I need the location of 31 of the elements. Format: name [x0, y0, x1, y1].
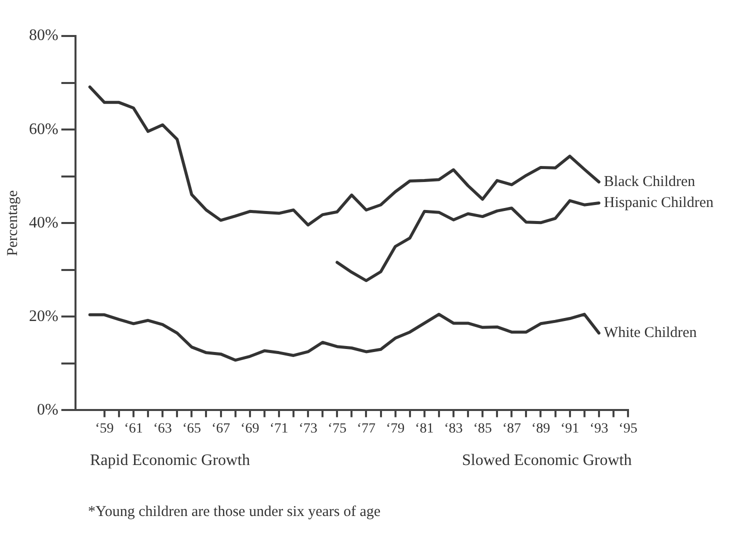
x-tick-label: ‘93 [590, 421, 608, 436]
x-tick-label: ‘71 [270, 421, 288, 436]
x-tick-label: ‘67 [211, 421, 230, 436]
series-label: Black Children [604, 174, 696, 190]
text: Slowed Economic Growth [462, 452, 632, 470]
y-tick-label: 0% [37, 401, 58, 418]
x-tick-label: ‘87 [502, 421, 521, 436]
x-tick-label: ‘59 [95, 421, 114, 436]
y-tick-label: 40% [29, 214, 58, 232]
x-tick-label: ‘89 [531, 421, 550, 436]
y-tick-label: 20% [29, 308, 58, 325]
x-tick-label: ‘65 [182, 421, 202, 436]
x-tick-label: ‘77 [356, 421, 376, 436]
x-tick-label: ‘69 [240, 421, 260, 436]
series-label: White Children [604, 324, 698, 341]
y-axis-title: Percentage [4, 190, 21, 256]
text: *Young children are those under six years of age [88, 504, 381, 521]
x-tick-label: ‘81 [415, 421, 434, 436]
y-tick-label: 80% [29, 27, 58, 44]
series-label: Hispanic Children [604, 194, 714, 211]
x-tick-label: ‘79 [386, 421, 405, 436]
x-tick-label: ‘61 [124, 421, 143, 436]
text: Rapid Economic Growth [90, 452, 250, 470]
x-tick-label: ‘83 [444, 421, 463, 436]
x-tick-label: ‘91 [560, 421, 580, 436]
x-tick-label: ‘85 [473, 421, 492, 436]
x-tick-label: ‘73 [298, 421, 318, 436]
x-tick-label: ‘75 [328, 421, 346, 436]
x-tick-label: ‘95 [618, 421, 638, 436]
x-tick-label: ‘63 [153, 421, 172, 436]
y-tick-label: 60% [29, 120, 58, 138]
